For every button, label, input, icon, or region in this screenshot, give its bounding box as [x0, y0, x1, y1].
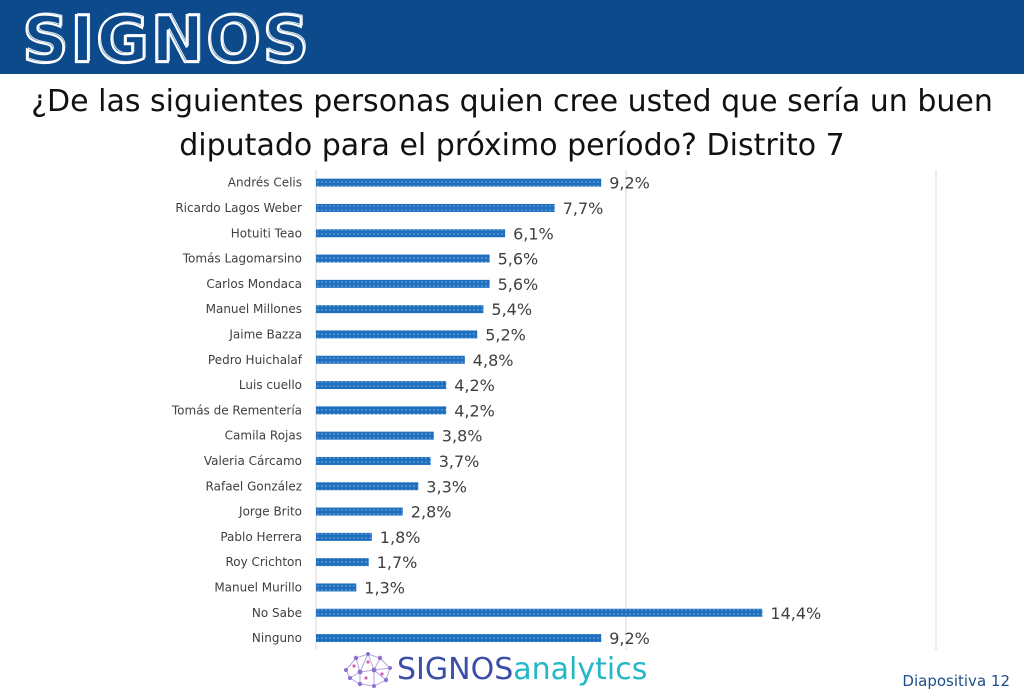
category-label-13: Jorge Brito [238, 505, 302, 519]
bar-14 [316, 532, 372, 541]
bar-18 [316, 634, 602, 643]
value-label-2: 6,1% [513, 224, 554, 243]
bar-7 [316, 355, 465, 364]
bar-12 [316, 482, 419, 491]
value-label-13: 2,8% [411, 503, 452, 522]
bar-1 [316, 203, 555, 212]
signos-analytics-brand: SIGNOSanalytics [397, 652, 647, 688]
bar-3 [316, 254, 490, 263]
bar-10 [316, 431, 434, 440]
value-label-8: 4,2% [454, 376, 495, 395]
network-brain-icon [340, 648, 396, 697]
category-label-1: Ricardo Lagos Weber [175, 201, 302, 215]
slide-number: Diapositiva 12 [902, 672, 1010, 690]
logo-text-inner: SIGNOS [24, 6, 313, 70]
value-label-9: 4,2% [454, 401, 495, 420]
category-label-9: Tomás de Rementería [171, 403, 302, 417]
category-label-14: Pablo Herrera [220, 530, 302, 544]
title-line-2: diputado para el próximo período? Distri… [179, 128, 845, 163]
value-labels: 9,2% 7,7% 6,1% 5,6% 5,6% 5,4% 5,2% 4,8% 4,2% 4,2%… [364, 174, 821, 648]
category-label-3: Tomás Lagomarsino [182, 252, 302, 266]
bar-4 [316, 279, 490, 288]
category-label-15: Roy Crichton [225, 555, 302, 569]
category-label-17: No Sabe [252, 606, 302, 620]
value-label-7: 4,8% [473, 351, 514, 370]
category-label-10: Camila Rojas [225, 429, 302, 443]
bar-8 [316, 381, 447, 390]
bar-5 [316, 305, 484, 314]
value-label-0: 9,2% [609, 174, 650, 193]
bar-15 [316, 558, 369, 567]
category-label-16: Manuel Murillo [214, 580, 302, 594]
bar-9 [316, 406, 447, 415]
category-label-18: Ninguno [252, 631, 302, 645]
bar-2 [316, 229, 506, 238]
header-banner: SIGNOS SIGNOS [0, 0, 1024, 79]
bar-16 [316, 583, 357, 592]
category-label-7: Pedro Huichalaf [208, 353, 303, 367]
category-label-4: Carlos Mondaca [206, 277, 302, 291]
value-label-3: 5,6% [498, 250, 539, 269]
bars [316, 178, 763, 643]
value-label-1: 7,7% [563, 199, 604, 218]
category-label-8: Luis cuello [239, 378, 302, 392]
title-line-1: ¿De las siguientes personas quien cree u… [31, 84, 993, 119]
category-label-5: Manuel Millones [206, 302, 302, 316]
bar-11 [316, 456, 431, 465]
value-label-4: 5,6% [498, 275, 539, 294]
logo-text-outer: SIGNOS [22, 6, 311, 70]
value-label-15: 1,7% [377, 553, 418, 572]
value-label-14: 1,8% [380, 528, 421, 547]
category-label-12: Rafael González [206, 479, 302, 493]
signos-logo-graphic: SIGNOS SIGNOS [21, 2, 313, 79]
value-label-18: 9,2% [609, 629, 650, 648]
bar-0 [316, 178, 602, 187]
value-label-6: 5,2% [485, 325, 526, 344]
bar-13 [316, 507, 403, 516]
value-label-10: 3,8% [442, 427, 483, 446]
category-label-6: Jaime Bazza [228, 327, 302, 341]
bar-chart: Andrés Celis Ricardo Lagos Weber Hotuiti T… [171, 170, 937, 650]
category-label-11: Valeria Cárcamo [204, 454, 302, 468]
brand-analytics: analytics [513, 652, 648, 687]
value-label-17: 14,4% [770, 604, 821, 623]
brand-signos: SIGNOS [397, 652, 514, 687]
value-label-16: 1,3% [364, 578, 405, 597]
category-label-0: Andrés Celis [228, 176, 302, 190]
category-labels: Andrés Celis Ricardo Lagos Weber Hotuiti T… [171, 176, 303, 645]
value-label-12: 3,3% [426, 477, 467, 496]
bar-17 [316, 608, 763, 617]
category-label-2: Hotuiti Teao [231, 226, 302, 240]
page-title: ¿De las siguientes personas quien cree u… [0, 80, 1024, 168]
bar-6 [316, 330, 478, 339]
value-label-11: 3,7% [439, 452, 480, 471]
signos-logo: SIGNOS SIGNOS [20, 2, 340, 79]
value-label-5: 5,4% [491, 300, 532, 319]
